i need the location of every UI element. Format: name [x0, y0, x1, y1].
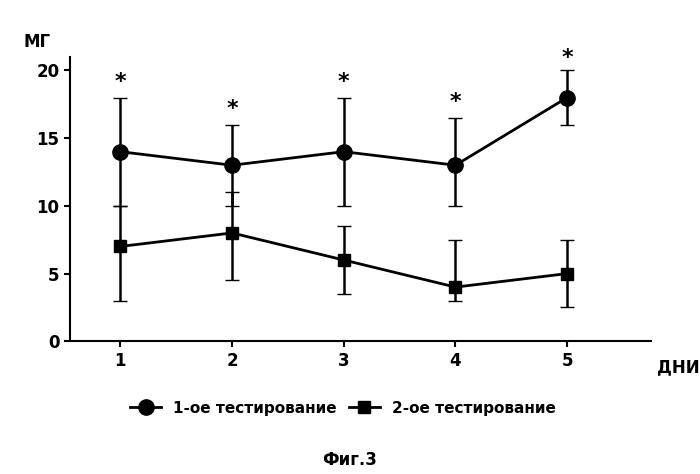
Text: *: * — [338, 72, 349, 92]
Text: *: * — [226, 99, 238, 119]
Legend: 1-ое тестирование, 2-ое тестирование: 1-ое тестирование, 2-ое тестирование — [125, 394, 562, 422]
Text: *: * — [115, 72, 126, 92]
Text: МГ: МГ — [24, 33, 50, 51]
Text: *: * — [449, 92, 461, 112]
Text: ДНИ: ДНИ — [657, 358, 699, 376]
Text: *: * — [561, 48, 573, 68]
Text: Фиг.3: Фиг.3 — [323, 451, 377, 469]
